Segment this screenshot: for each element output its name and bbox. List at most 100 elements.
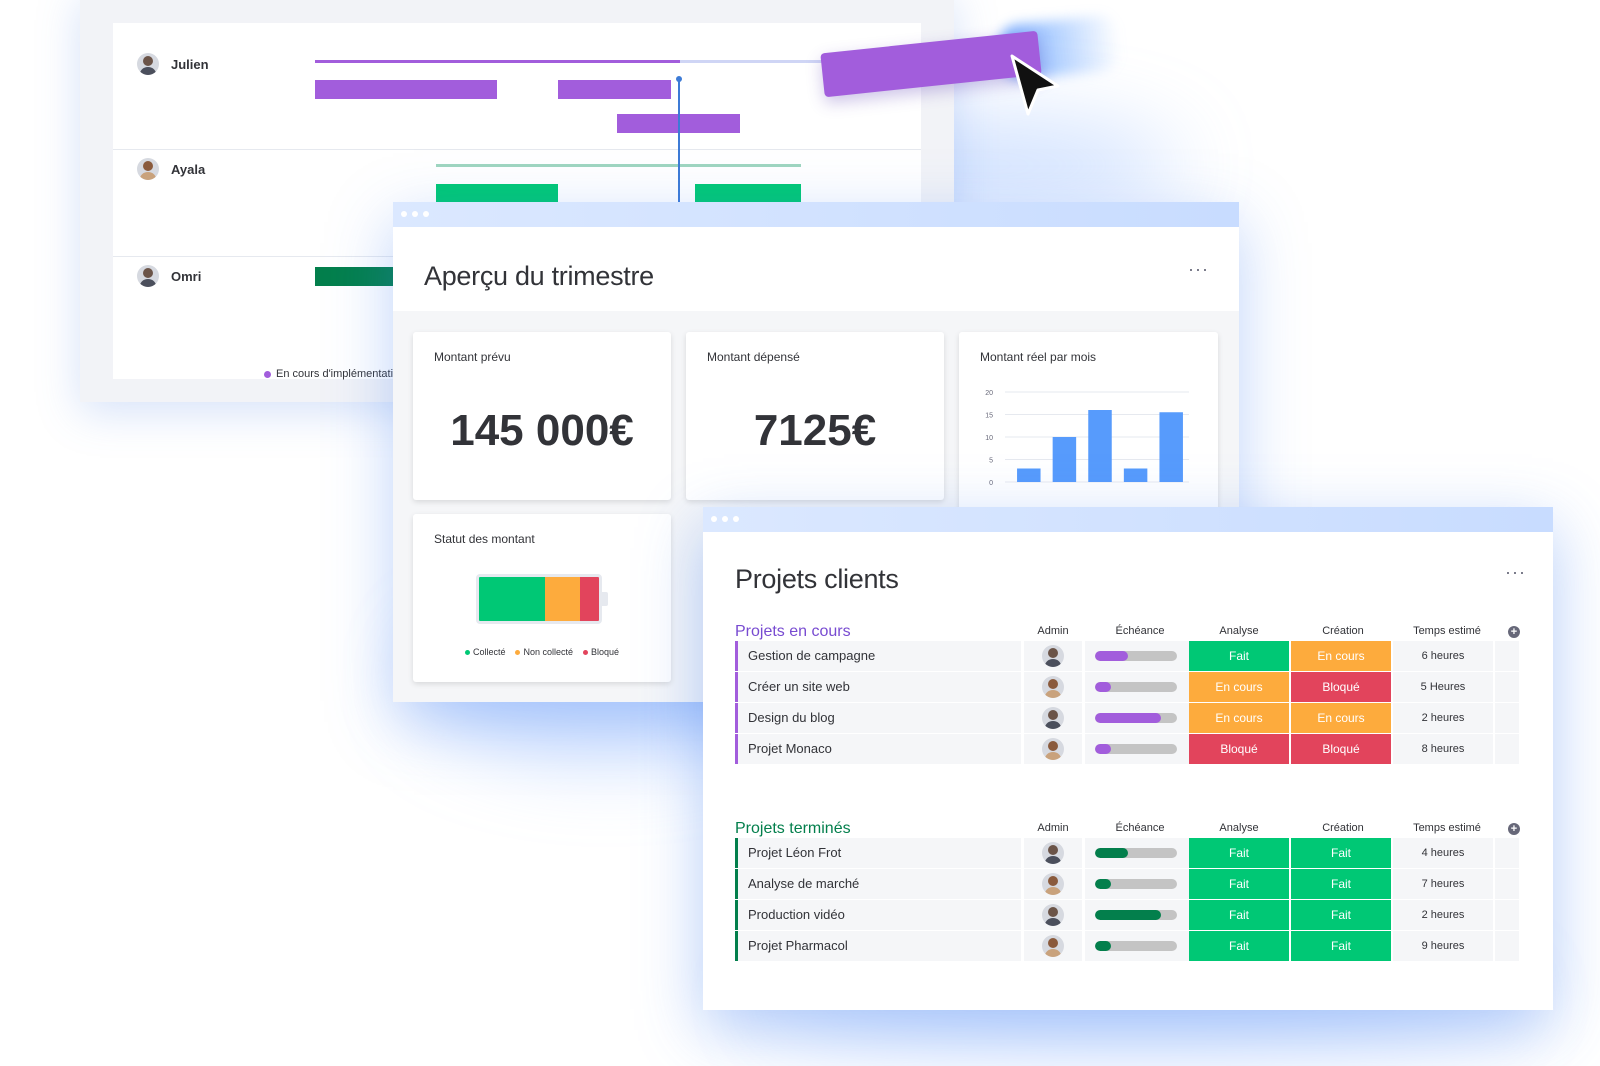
chart-bar[interactable] [1017, 468, 1041, 483]
creation-status[interactable]: En cours [1291, 641, 1391, 671]
more-options-icon[interactable]: ··· [1505, 562, 1526, 582]
planned-amount-widget[interactable]: Montant prévu 145 000€ [413, 332, 671, 500]
window-titlebar[interactable] [393, 202, 1239, 227]
item-name[interactable]: Projet Léon Frot [735, 838, 1021, 868]
task-bar[interactable] [695, 184, 801, 203]
analysis-status[interactable]: Fait [1189, 931, 1289, 961]
creation-status[interactable]: Fait [1291, 838, 1391, 868]
group-title[interactable]: Projets en cours [735, 623, 851, 640]
gantt-window: Julien Ayala Omri [80, 0, 954, 402]
task-bar[interactable] [436, 184, 558, 203]
estimated-time[interactable]: 4 heures [1393, 838, 1493, 868]
battery-cap [602, 592, 608, 606]
window-titlebar[interactable] [703, 507, 1553, 532]
estimated-time[interactable]: 6 heures [1393, 641, 1493, 671]
analysis-status[interactable]: Bloqué [1189, 734, 1289, 764]
admin-cell[interactable] [1024, 703, 1082, 733]
avatar [1042, 738, 1064, 760]
table-row[interactable]: Créer un site web En cours Bloqué 5 Heures [735, 672, 1525, 702]
more-options-icon[interactable]: ··· [1188, 259, 1209, 279]
admin-cell[interactable] [1024, 672, 1082, 702]
spent-amount-widget[interactable]: Montant dépensé 7125€ [686, 332, 944, 500]
table-row[interactable]: Design du blog En cours En cours 2 heures [735, 703, 1525, 733]
timeline-progress-fill [1095, 744, 1112, 754]
add-column-icon[interactable]: + [1508, 626, 1520, 638]
deadline-cell[interactable] [1085, 900, 1195, 930]
item-name[interactable]: Gestion de campagne [735, 641, 1021, 671]
analysis-status[interactable]: En cours [1189, 703, 1289, 733]
admin-cell[interactable] [1024, 869, 1082, 899]
creation-status[interactable]: Bloqué [1291, 734, 1391, 764]
item-name[interactable]: Projet Pharmacol [735, 931, 1021, 961]
admin-cell[interactable] [1024, 900, 1082, 930]
planned-amount-value: 145 000€ [450, 406, 634, 455]
column-header-time[interactable]: Temps estimé [1413, 822, 1481, 834]
column-header-analysis[interactable]: Analyse [1219, 625, 1259, 637]
chart-bar[interactable] [1123, 468, 1148, 483]
table-row[interactable]: Projet Monaco Bloqué Bloqué 8 heures [735, 734, 1525, 764]
analysis-status[interactable]: Fait [1189, 838, 1289, 868]
table-row[interactable]: Production vidéo Fait Fait 2 heures [735, 900, 1525, 930]
chart-bar[interactable] [1052, 437, 1077, 482]
battery-segment-collected [479, 577, 545, 621]
column-header-analysis[interactable]: Analyse [1219, 822, 1259, 834]
estimated-time[interactable]: 2 heures [1393, 900, 1493, 930]
deadline-cell[interactable] [1085, 703, 1195, 733]
admin-cell[interactable] [1024, 734, 1082, 764]
table-row[interactable]: Projet Pharmacol Fait Fait 9 heures [735, 931, 1525, 961]
creation-status[interactable]: En cours [1291, 703, 1391, 733]
analysis-status[interactable]: Fait [1189, 900, 1289, 930]
item-name[interactable]: Créer un site web [735, 672, 1021, 702]
creation-status[interactable]: Fait [1291, 869, 1391, 899]
table-row[interactable]: Gestion de campagne Fait En cours 6 heures [735, 641, 1525, 671]
window-controls[interactable] [401, 211, 429, 217]
y-tick-label: 20 [985, 390, 993, 397]
deadline-cell[interactable] [1085, 641, 1195, 671]
deadline-cell[interactable] [1085, 931, 1195, 961]
deadline-cell[interactable] [1085, 672, 1195, 702]
row-end-cell [1495, 734, 1519, 764]
add-column-icon[interactable]: + [1508, 823, 1520, 835]
estimated-time[interactable]: 9 heures [1393, 931, 1493, 961]
deadline-cell[interactable] [1085, 734, 1195, 764]
column-header-creation[interactable]: Création [1322, 822, 1364, 834]
admin-cell[interactable] [1024, 838, 1082, 868]
analysis-status[interactable]: Fait [1189, 641, 1289, 671]
avatar [137, 265, 159, 287]
status-widget[interactable]: Statut des montant Collecté Non collecté… [413, 514, 671, 682]
admin-cell[interactable] [1024, 931, 1082, 961]
column-header-admin[interactable]: Admin [1037, 822, 1069, 834]
estimated-time[interactable]: 8 heures [1393, 734, 1493, 764]
creation-status[interactable]: Bloqué [1291, 672, 1391, 702]
admin-cell[interactable] [1024, 641, 1082, 671]
item-name[interactable]: Production vidéo [735, 900, 1021, 930]
estimated-time[interactable]: 5 Heures [1393, 672, 1493, 702]
chart-bar[interactable] [1088, 410, 1112, 482]
chart-bar[interactable] [1159, 412, 1183, 482]
avatar [1042, 904, 1064, 926]
timeline-progress [1095, 682, 1177, 692]
column-header-deadline[interactable]: Échéance [1115, 625, 1165, 637]
table-row[interactable]: Projet Léon Frot Fait Fait 4 heures [735, 838, 1525, 868]
task-bar[interactable] [558, 80, 671, 99]
table-row[interactable]: Analyse de marché Fait Fait 7 heures [735, 869, 1525, 899]
column-header-creation[interactable]: Création [1322, 625, 1364, 637]
item-name[interactable]: Analyse de marché [735, 869, 1021, 899]
estimated-time[interactable]: 2 heures [1393, 703, 1493, 733]
deadline-cell[interactable] [1085, 838, 1195, 868]
column-header-time[interactable]: Temps estimé [1413, 625, 1481, 637]
estimated-time[interactable]: 7 heures [1393, 869, 1493, 899]
creation-status[interactable]: Fait [1291, 931, 1391, 961]
deadline-cell[interactable] [1085, 869, 1195, 899]
item-name[interactable]: Projet Monaco [735, 734, 1021, 764]
column-header-admin[interactable]: Admin [1037, 625, 1069, 637]
task-bar[interactable] [315, 80, 497, 99]
mouse-pointer-icon [1010, 54, 1060, 116]
item-name[interactable]: Design du blog [735, 703, 1021, 733]
analysis-status[interactable]: En cours [1189, 672, 1289, 702]
group-title[interactable]: Projets terminés [735, 820, 851, 837]
window-controls[interactable] [711, 516, 739, 522]
analysis-status[interactable]: Fait [1189, 869, 1289, 899]
creation-status[interactable]: Fait [1291, 900, 1391, 930]
column-header-deadline[interactable]: Échéance [1115, 822, 1165, 834]
